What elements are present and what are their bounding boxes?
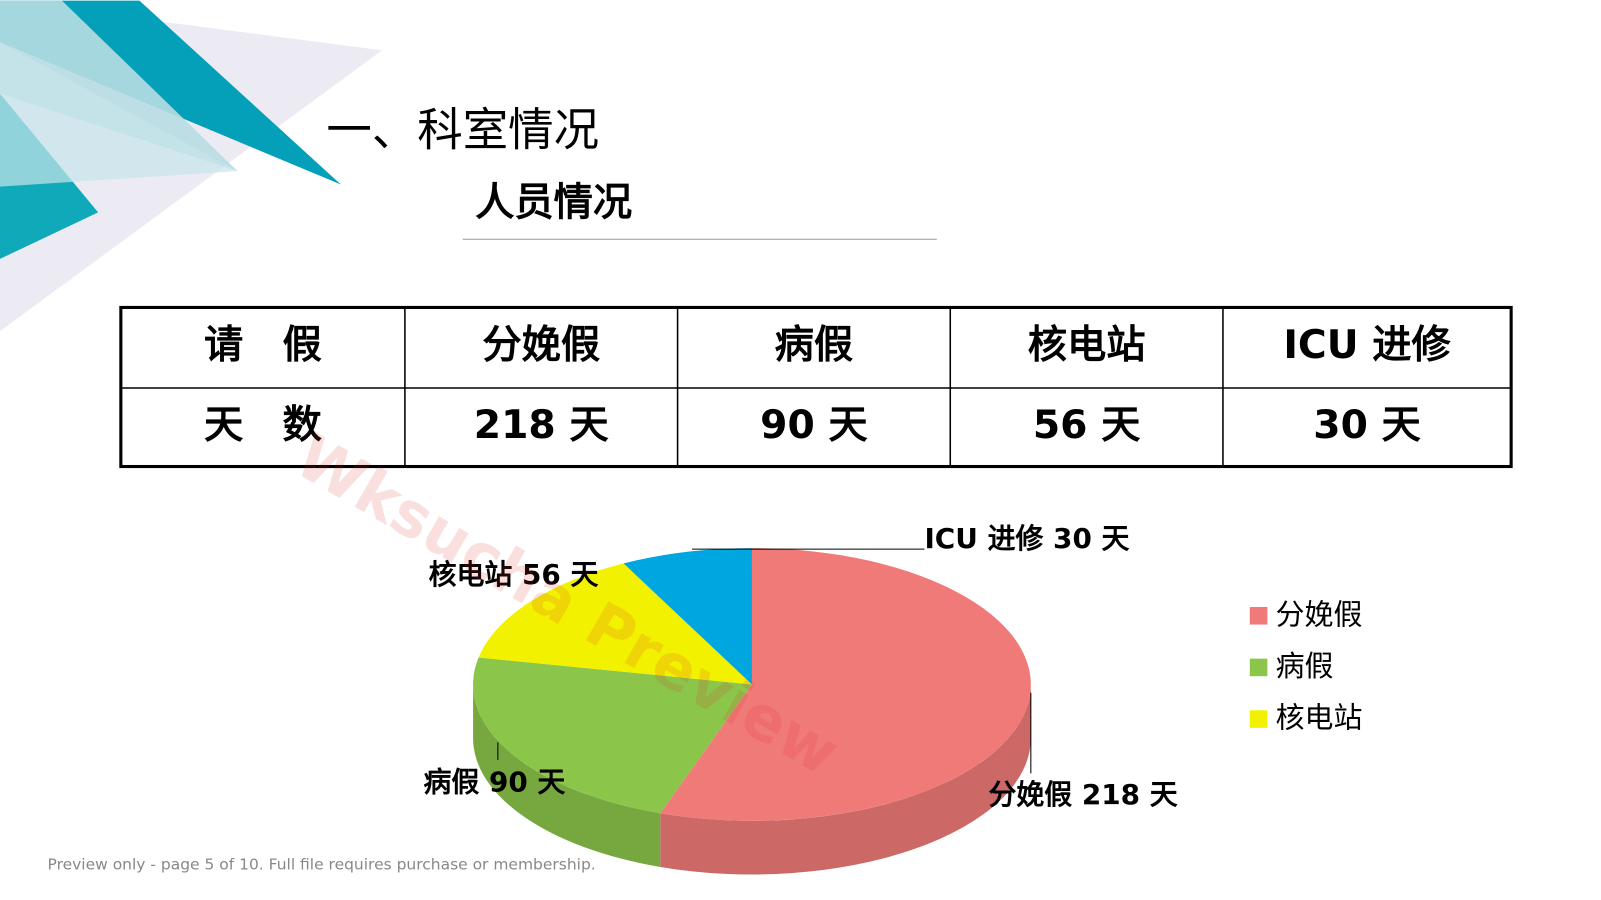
table-cell: 病假 [775,323,854,368]
table-cell: 请 假 [204,323,322,368]
table: 请 假 分娩假 病假 核电站 ICU 进修天 数 218 天 90 天 56 天 30 天 [119,305,1513,469]
legend-swatch [1249,658,1268,677]
legend-label: 核电站 [1276,701,1363,735]
legend-swatch [1249,607,1268,625]
table-cell: 天 数 [204,403,322,448]
slice-side [473,684,661,867]
data-label: ICU 进修 30 天 [924,522,1129,555]
legend-label: 病假 [1276,649,1334,683]
title: 一、科室情况 [326,103,599,156]
data-label: 核电站 56 天 [429,558,599,591]
slice [473,657,752,814]
decoration [0,0,383,332]
data-label: 分娩假 218 天 [988,778,1177,811]
slice [660,548,1031,821]
table-cell: 核电站 [1028,323,1146,368]
legend-swatch [1249,710,1268,728]
table-cell: ICU 进修 [1283,323,1451,368]
table-cell: 分娩假 [482,323,600,368]
table-cell: 56 天 [1033,403,1141,448]
pie-chart: 分娩假 218 天 病假 90 天 核电站 56 天 ICU 进修 30 天分娩假病假… [423,522,1362,875]
table-cell: 30 天 [1313,403,1421,448]
legend-label: 分娩假 [1276,597,1363,631]
slice [478,563,752,685]
footer: Preview only - page 5 of 10. Full file r… [48,856,596,874]
table-cell: 218 天 [474,403,610,448]
table-cell: 90 天 [760,403,868,448]
slice [623,548,752,685]
data-label: 病假 90 天 [423,766,565,799]
slice-side [660,684,1031,875]
subtitle: 人员情况 [475,181,632,226]
